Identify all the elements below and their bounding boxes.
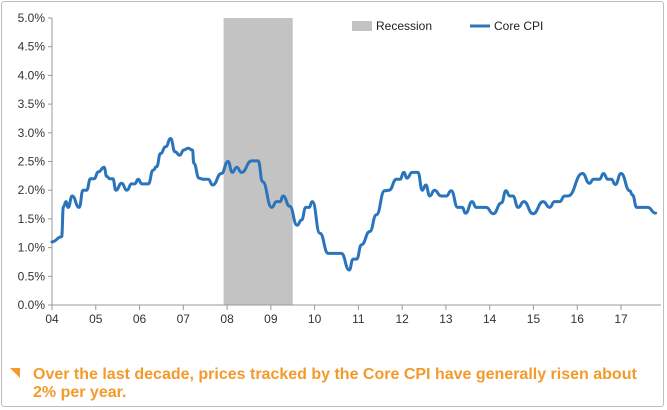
x-tick-label: 04	[45, 312, 59, 326]
x-tick-label: 16	[571, 312, 585, 326]
x-tick-label: 17	[614, 312, 628, 326]
legend: Recession Core CPI	[352, 19, 543, 33]
x-tick-label: 13	[439, 312, 453, 326]
legend-recession-swatch	[352, 21, 372, 31]
x-tick-label: 06	[133, 312, 147, 326]
y-tick-label: 3.0%	[18, 126, 46, 140]
chart-note: Over the last decade, prices tracked by …	[33, 366, 637, 401]
x-tick-label: 12	[395, 312, 409, 326]
x-tick-label: 15	[527, 312, 541, 326]
y-tick-label: 4.5%	[18, 40, 46, 54]
legend-recession-label: Recession	[376, 19, 432, 33]
orange-corner-triangle-icon	[10, 368, 20, 378]
y-tick-label: 3.5%	[18, 97, 46, 111]
y-tick-label: 1.0%	[18, 241, 46, 255]
core-cpi-line	[50, 137, 658, 272]
y-tick-label: 1.5%	[18, 212, 46, 226]
y-tick-label: 0.0%	[18, 298, 46, 312]
x-tick-label: 05	[89, 312, 103, 326]
y-tick-label: 2.0%	[18, 183, 46, 197]
x-tick-label: 07	[177, 312, 191, 326]
x-tick-label: 11	[352, 312, 365, 326]
x-tick-label: 09	[264, 312, 278, 326]
x-tick-label: 14	[483, 312, 497, 326]
x-tick-label: 10	[308, 312, 322, 326]
y-tick-label: 2.5%	[18, 155, 46, 169]
y-tick-label: 5.0%	[18, 11, 46, 25]
legend-core-cpi-label: Core CPI	[494, 19, 543, 33]
x-tick-label: 08	[220, 312, 234, 326]
y-tick-label: 0.5%	[18, 269, 46, 283]
y-tick-label: 4.0%	[18, 68, 46, 82]
